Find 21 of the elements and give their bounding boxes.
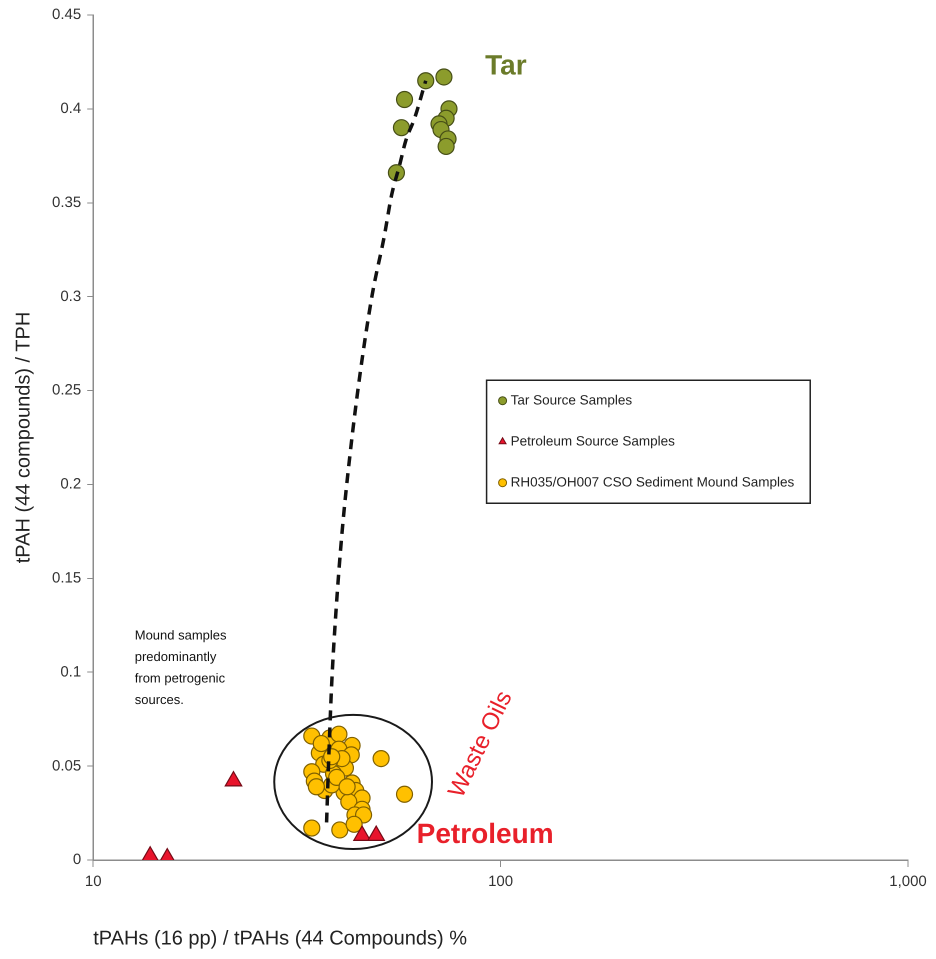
y-tick-label: 0.45 bbox=[52, 6, 82, 24]
y-tick-label: 0.4 bbox=[60, 100, 82, 118]
legend-label: Petroleum Source Samples bbox=[510, 433, 676, 448]
legend-label: RH035/OH007 CSO Sediment Mound Samples bbox=[510, 474, 794, 490]
y-tick-label: 0.05 bbox=[52, 757, 82, 774]
y-tick-label: 0 bbox=[72, 851, 82, 868]
y-tick-label: 0.3 bbox=[60, 288, 82, 305]
y-tick-label: 0.35 bbox=[52, 194, 82, 211]
x-tick-label: 1,000 bbox=[889, 873, 927, 890]
y-tick-label: 0.15 bbox=[52, 569, 82, 586]
annotation: Petroleum bbox=[416, 818, 554, 849]
x-tick-label: 10 bbox=[84, 873, 102, 890]
y-tick-label: 0.2 bbox=[60, 476, 82, 493]
y-tick-label: 0.1 bbox=[60, 663, 82, 680]
annotation: Mound samples predominantly from petrogenic sources. bbox=[134, 628, 228, 708]
x-tick-label: 100 bbox=[488, 873, 514, 890]
x-axis-title: tPAHs (16 pp) / tPAHs (44 Compounds) % bbox=[93, 928, 468, 950]
annotation: Tar bbox=[485, 49, 527, 80]
y-tick-label: 0.25 bbox=[52, 382, 82, 399]
y-axis-title: tPAH (44 compounds) / TPH bbox=[12, 312, 35, 564]
legend-label: Tar Source Samples bbox=[510, 392, 632, 408]
